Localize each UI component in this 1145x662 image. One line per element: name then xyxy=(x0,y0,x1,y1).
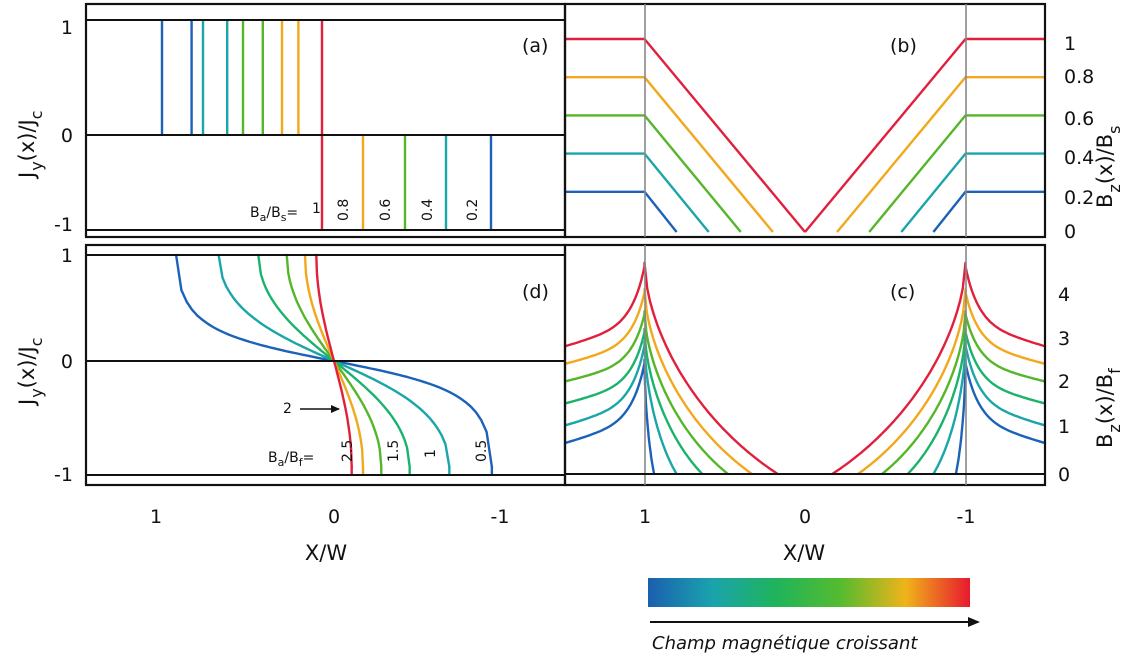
ylabel-b: B xyxy=(1093,194,1117,208)
panel-a-ylabel: Jy(x)/Jc xyxy=(15,110,46,180)
panel-b-ytick: 0.4 xyxy=(1064,147,1094,169)
panel-b-tag: (b) xyxy=(890,35,917,57)
left-xtick: 0 xyxy=(328,506,340,528)
panel-a-series-label: 0.2 xyxy=(465,199,481,221)
panel-b-ylabel: Bz(x)/Bs xyxy=(1093,126,1124,208)
panel-c-ytick: 0 xyxy=(1058,464,1070,486)
ylabel-c-sub: c xyxy=(27,110,46,119)
panel-b-series-left xyxy=(565,114,742,233)
panel-d-annotation: Ba/Bf= xyxy=(268,450,314,469)
panel-a-ytick: 1 xyxy=(61,17,73,39)
panel-c-ylabel: Bz(x)/Bf xyxy=(1093,368,1124,448)
panel-a-ytick: 0 xyxy=(61,125,73,147)
panel-a-series-label: 1 xyxy=(312,201,321,217)
right-xtick: 1 xyxy=(639,506,651,528)
panel-b-curves xyxy=(565,37,1045,233)
left-xtick: 1 xyxy=(150,506,162,528)
panel-a-series-label: 0.4 xyxy=(420,199,436,221)
panel-a-ytick: -1 xyxy=(54,214,73,236)
panel-d-ytick: -1 xyxy=(54,464,73,486)
panel-c-frame xyxy=(563,243,1047,487)
ylabel-y-sub: y xyxy=(27,388,46,397)
ylabel-y-sub: y xyxy=(27,161,46,170)
panel-b-ytick: 0 xyxy=(1064,221,1076,243)
right-xlabel: X/W xyxy=(783,541,825,565)
panel-b-frame xyxy=(563,2,1047,239)
panel-d-series-labels: 2.5 1.5 1 0.5 xyxy=(340,440,490,462)
panel-d-ylabel: Jy(x)/Jc xyxy=(15,337,46,407)
panel-b-ytick: 1 xyxy=(1064,33,1076,55)
panel-c-series-right xyxy=(857,288,1047,475)
panel-a-series-labels: 1 0.8 0.6 0.4 0.2 xyxy=(312,199,481,221)
colorbar-caption: Champ magnétique croissant xyxy=(652,633,918,654)
panel-d-ytick: 0 xyxy=(61,351,73,373)
ylabel-rest: (x)/B xyxy=(1093,374,1117,424)
annot-b: B xyxy=(250,205,260,221)
ylabel-j: J xyxy=(15,399,39,407)
panel-c-curves xyxy=(563,261,1047,475)
panel-c-ytick: 2 xyxy=(1058,371,1070,393)
panel-a-series-label: 0.8 xyxy=(336,199,352,221)
panel-c-ytick: 4 xyxy=(1058,284,1070,306)
panel-c-series-right xyxy=(954,358,1047,475)
left-xtick: -1 xyxy=(491,506,510,528)
panel-b-series-left xyxy=(565,190,678,233)
colorbar xyxy=(648,578,970,607)
panel-c-series-left xyxy=(563,261,779,475)
right-xtick: 0 xyxy=(799,506,811,528)
ylabel-c-sub: c xyxy=(27,337,46,346)
panel-d-label-2: 2 xyxy=(283,401,292,417)
panel-c-series-left xyxy=(564,288,753,475)
panel-a-annotation: Ba/Bs= xyxy=(250,205,298,224)
panel-b-ytick: 0.2 xyxy=(1064,187,1094,209)
ylabel-rest: (x)/J xyxy=(15,119,39,161)
panel-b-ytick: 0.8 xyxy=(1064,66,1094,88)
panel-c-series-right xyxy=(831,261,1047,475)
panel-c-ytick: 1 xyxy=(1058,416,1070,438)
panel-a-series-label: 0.6 xyxy=(378,199,394,221)
panel-d-tag: (d) xyxy=(522,281,549,303)
panel-b-series-right xyxy=(868,114,1045,233)
panel-d-series-label: 1.5 xyxy=(386,440,402,462)
panel-c-series-left xyxy=(563,358,656,475)
ylabel-rest: (x)/B xyxy=(1093,134,1117,184)
panel-d-ytick: 1 xyxy=(61,245,73,267)
panel-c-tag: (c) xyxy=(890,281,915,303)
panel-a-curves xyxy=(160,20,493,230)
left-xlabel: X/W xyxy=(305,541,347,565)
ylabel-f-sub: f xyxy=(1105,368,1124,374)
panel-d-series-label: 2.5 xyxy=(340,440,356,462)
ylabel-z-sub: z xyxy=(1105,424,1124,432)
panel-a-tag: (a) xyxy=(522,35,548,57)
ylabel-z-sub: z xyxy=(1105,184,1124,192)
panel-d-frame xyxy=(84,243,567,487)
annot-b: B xyxy=(268,450,278,466)
ylabel-rest: (x)/J xyxy=(15,346,39,388)
panel-b-series-right xyxy=(932,190,1045,233)
panel-d-curves xyxy=(174,253,494,475)
panel-d-series-label: 1 xyxy=(423,449,439,458)
ylabel-j: J xyxy=(15,172,39,180)
panel-b-ytick: 0.6 xyxy=(1064,108,1094,130)
panel-a-frame xyxy=(84,2,567,239)
panel-d-series-label: 0.5 xyxy=(474,440,490,462)
panel-c-ytick: 3 xyxy=(1058,328,1070,350)
ylabel-s-sub: s xyxy=(1105,126,1124,134)
ylabel-b: B xyxy=(1093,434,1117,448)
right-xtick: -1 xyxy=(957,506,976,528)
